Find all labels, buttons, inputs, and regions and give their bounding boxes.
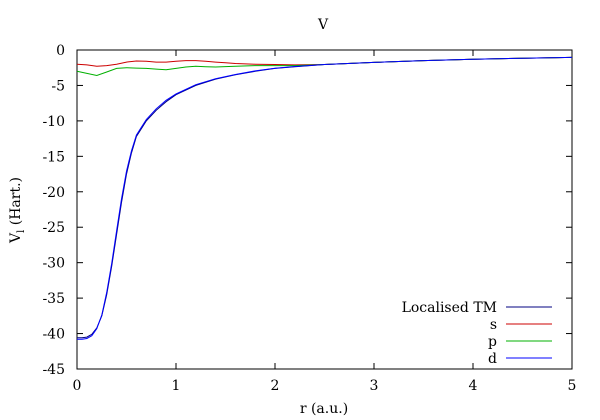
x-tick-label: 2: [271, 378, 280, 394]
y-axis-title: Vl (Hart.): [8, 177, 27, 244]
x-tick-label: 0: [73, 378, 82, 394]
series-layer: [76, 56, 573, 340]
y-tick-label: 0: [56, 43, 65, 59]
y-tick-label: -30: [42, 256, 65, 272]
series-line-0: [77, 56, 573, 339]
legend-label: Localised TM: [402, 300, 497, 316]
plot-frame: [76, 49, 573, 370]
x-axis-title: r (a.u.): [300, 401, 348, 417]
y-tick-label: -20: [42, 185, 65, 201]
chart-title: V: [317, 17, 329, 33]
y-axis-title-subscript: l: [16, 230, 27, 233]
y-tick-label: -45: [42, 362, 65, 378]
x-tick-label: 5: [568, 378, 577, 394]
x-axis: 0 1 2 3 4 5: [73, 50, 577, 394]
x-tick-label: 1: [172, 378, 181, 394]
plot-area: [76, 49, 573, 370]
series-line-2: [76, 56, 573, 77]
x-tick-label: 4: [469, 378, 478, 394]
y-axis-title-main: V: [8, 232, 24, 244]
legend-label: s: [490, 317, 497, 333]
y-tick-label: -15: [42, 149, 65, 165]
y-tick-label: -25: [42, 220, 65, 236]
y-tick-label: -5: [51, 78, 65, 94]
series-line-3: [77, 56, 573, 340]
y-tick-label: -40: [42, 327, 65, 343]
y-tick-label: -10: [42, 114, 65, 130]
legend-label: d: [488, 351, 497, 367]
y-axis-title-unit: (Hart.): [8, 177, 24, 230]
y-tick-label: -35: [42, 291, 65, 307]
y-axis: 0 -5 -10 -15 -20 -25 -30 -35 -40 -45: [42, 43, 572, 378]
legend-label: p: [488, 334, 497, 350]
x-tick-label: 3: [370, 378, 379, 394]
